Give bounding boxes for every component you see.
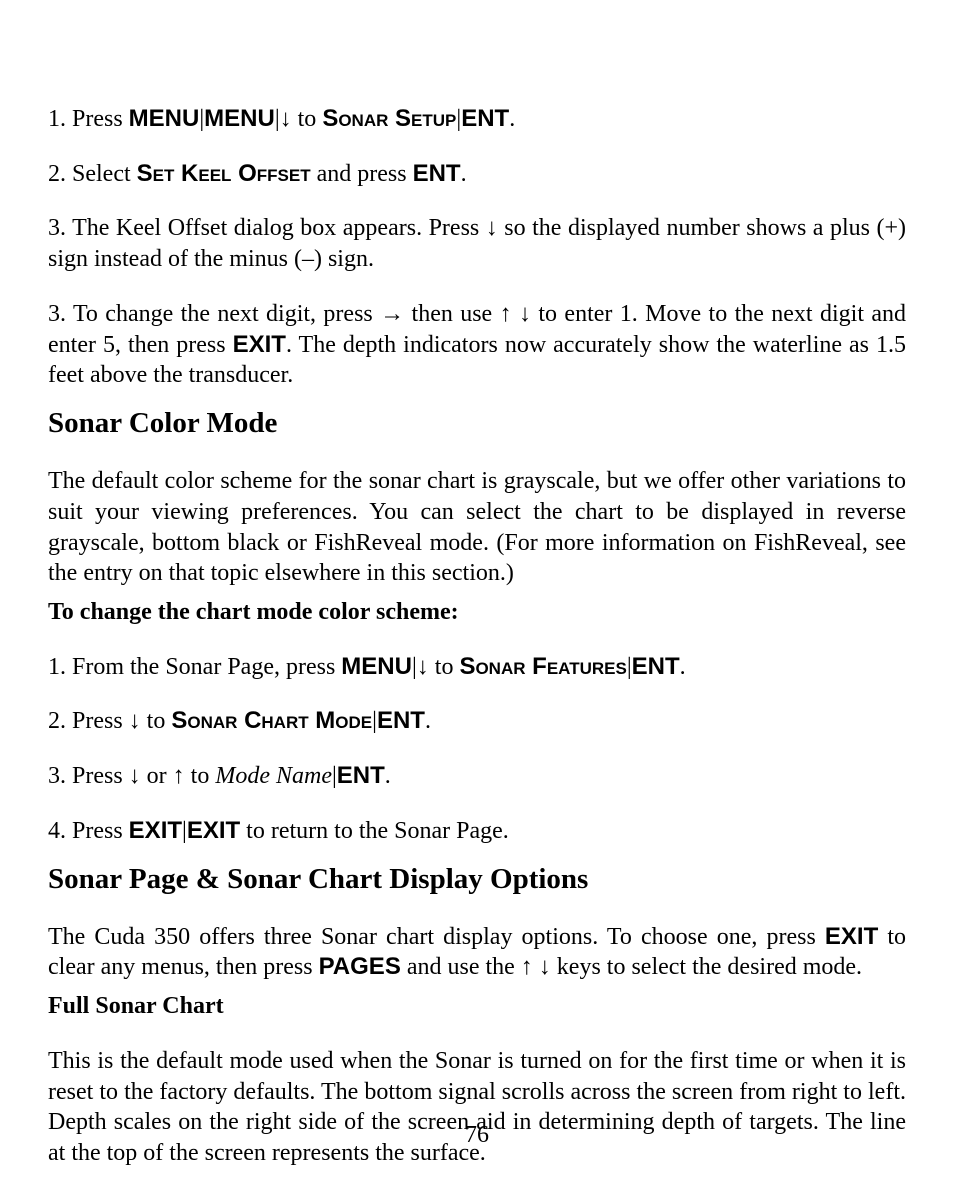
down-arrow-icon: ↓ [486, 214, 498, 241]
c-step-4: 4. Press EXIT|EXIT to return to the Sona… [48, 816, 906, 847]
page-number: 76 [0, 1120, 954, 1151]
sonar-color-mode-desc: The default color scheme for the sonar c… [48, 466, 906, 589]
text: 3. To change the next digit, press [48, 301, 380, 327]
right-arrow-icon: → [380, 300, 404, 327]
heading-full-sonar-chart: Full Sonar Chart [48, 991, 906, 1022]
down-arrow-icon: ↓ [129, 707, 141, 734]
heading-change-color-scheme: To change the chart mode color scheme: [48, 597, 906, 628]
text: or [141, 763, 173, 789]
up-arrow-icon: ↑ [500, 300, 512, 327]
text: . [385, 763, 391, 789]
text: . [509, 106, 515, 132]
text: and press [311, 161, 413, 187]
down-arrow-icon: ↓ [129, 762, 141, 789]
c-step-3: 3. Press ↓ or ↑ to Mode Name|ENT. [48, 761, 906, 792]
text: 3. Press [48, 763, 129, 789]
step-3a: 3. The Keel Offset dialog box appears. P… [48, 213, 906, 274]
text: to [292, 106, 323, 132]
text: to return to the Sonar Page. [240, 818, 509, 844]
sonar-chart-mode-label: Sonar Chart Mode [171, 707, 372, 734]
down-arrow-icon: ↓ [519, 300, 531, 327]
mode-name-label: Mode Name [215, 763, 332, 789]
c-step-1: 1. From the Sonar Page, press MENU|↓ to … [48, 652, 906, 683]
menu-key: MENU [129, 105, 200, 132]
text: 3. The Keel Offset dialog box appears. P… [48, 215, 486, 241]
page: 1. Press MENU|MENU|↓ to Sonar Setup|ENT.… [0, 0, 954, 1199]
text: . [680, 654, 686, 680]
step-2: 2. Select Set Keel Offset and press ENT. [48, 159, 906, 190]
menu-key: MENU [341, 653, 412, 680]
display-options-desc: The Cuda 350 offers three Sonar chart di… [48, 922, 906, 983]
exit-key: EXIT [187, 817, 240, 844]
text: then use [404, 301, 499, 327]
text: 2. Press [48, 708, 129, 734]
ent-key: ENT [377, 707, 425, 734]
menu-key: MENU [204, 105, 275, 132]
text [512, 301, 519, 327]
text: and use the [401, 954, 521, 980]
up-arrow-icon: ↑ [521, 953, 533, 980]
step-1: 1. Press MENU|MENU|↓ to Sonar Setup|ENT. [48, 104, 906, 135]
text: 1. Press [48, 106, 129, 132]
text: to [185, 763, 216, 789]
text: to [141, 708, 172, 734]
ent-key: ENT [632, 653, 680, 680]
exit-key: EXIT [129, 817, 182, 844]
down-arrow-icon: ↓ [539, 953, 551, 980]
text: 1. From the Sonar Page, press [48, 654, 341, 680]
down-arrow-icon: ↓ [280, 105, 292, 132]
c-step-2: 2. Press ↓ to Sonar Chart Mode|ENT. [48, 706, 906, 737]
ent-key: ENT [461, 105, 509, 132]
ent-key: ENT [413, 160, 461, 187]
text: The Cuda 350 offers three Sonar chart di… [48, 924, 825, 950]
up-arrow-icon: ↑ [173, 762, 185, 789]
exit-key: EXIT [825, 923, 878, 950]
down-arrow-icon: ↓ [417, 653, 429, 680]
exit-key: EXIT [233, 331, 286, 358]
text: 2. Select [48, 161, 137, 187]
text: keys to select the desired mode. [551, 954, 862, 980]
ent-key: ENT [337, 762, 385, 789]
text: . [461, 161, 467, 187]
heading-display-options: Sonar Page & Sonar Chart Display Options [48, 861, 906, 898]
text: to [429, 654, 460, 680]
set-keel-offset-label: Set Keel Offset [137, 160, 311, 187]
sonar-setup-label: Sonar Setup [322, 105, 456, 132]
step-3b: 3. To change the next digit, press → the… [48, 299, 906, 391]
text: 4. Press [48, 818, 129, 844]
text: . [425, 708, 431, 734]
pages-key: PAGES [319, 953, 401, 980]
sonar-features-label: Sonar Features [459, 653, 626, 680]
heading-sonar-color-mode: Sonar Color Mode [48, 405, 906, 442]
